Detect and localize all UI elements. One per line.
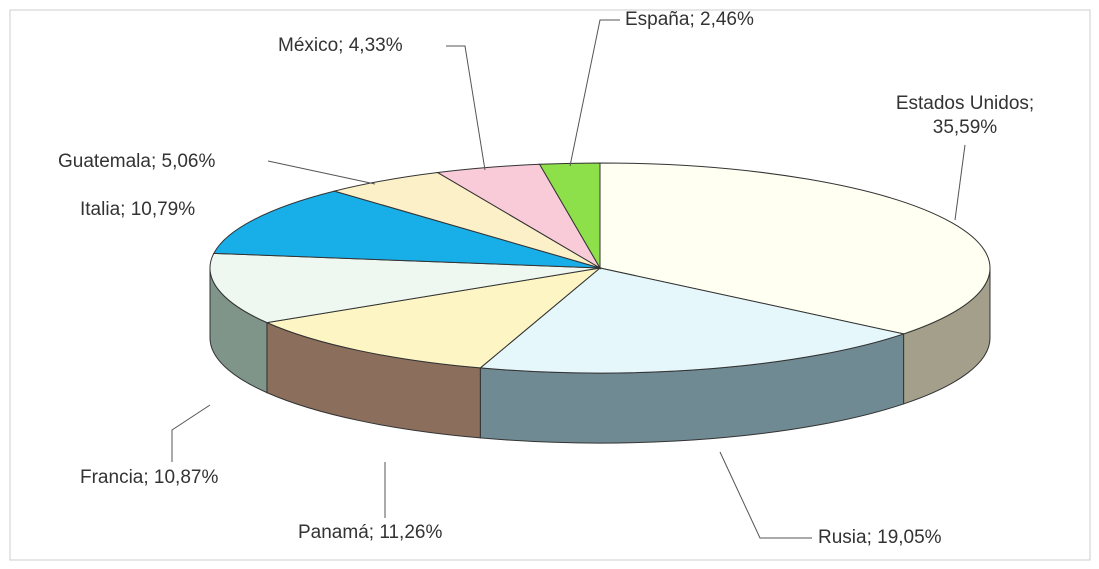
pie-slice bbox=[538, 162, 601, 270]
data-label: Francia; 10,87% bbox=[80, 467, 219, 488]
leader-line bbox=[569, 19, 620, 167]
leader-line bbox=[954, 144, 966, 221]
data-label: Panamá; 11,26% bbox=[298, 522, 443, 543]
pie-slice bbox=[599, 162, 991, 335]
data-label: España; 2,46% bbox=[625, 9, 754, 30]
data-label: México; 4,33% bbox=[278, 35, 403, 56]
data-label: Estados Unidos; 35,59% bbox=[895, 93, 1035, 138]
pie-slice bbox=[265, 267, 602, 369]
chart-frame bbox=[9, 9, 1091, 561]
leader-line bbox=[719, 451, 812, 539]
data-label: Guatemala; 5,06% bbox=[58, 151, 216, 172]
leader-line bbox=[267, 160, 376, 185]
data-label: Italia; 10,79% bbox=[80, 199, 196, 220]
leader-line bbox=[171, 404, 211, 462]
data-label: Rusia; 19,05% bbox=[818, 527, 942, 548]
leader-line bbox=[446, 45, 486, 171]
pie-slice bbox=[209, 252, 601, 324]
pie-slice bbox=[479, 267, 906, 374]
pie-slice bbox=[212, 190, 601, 269]
